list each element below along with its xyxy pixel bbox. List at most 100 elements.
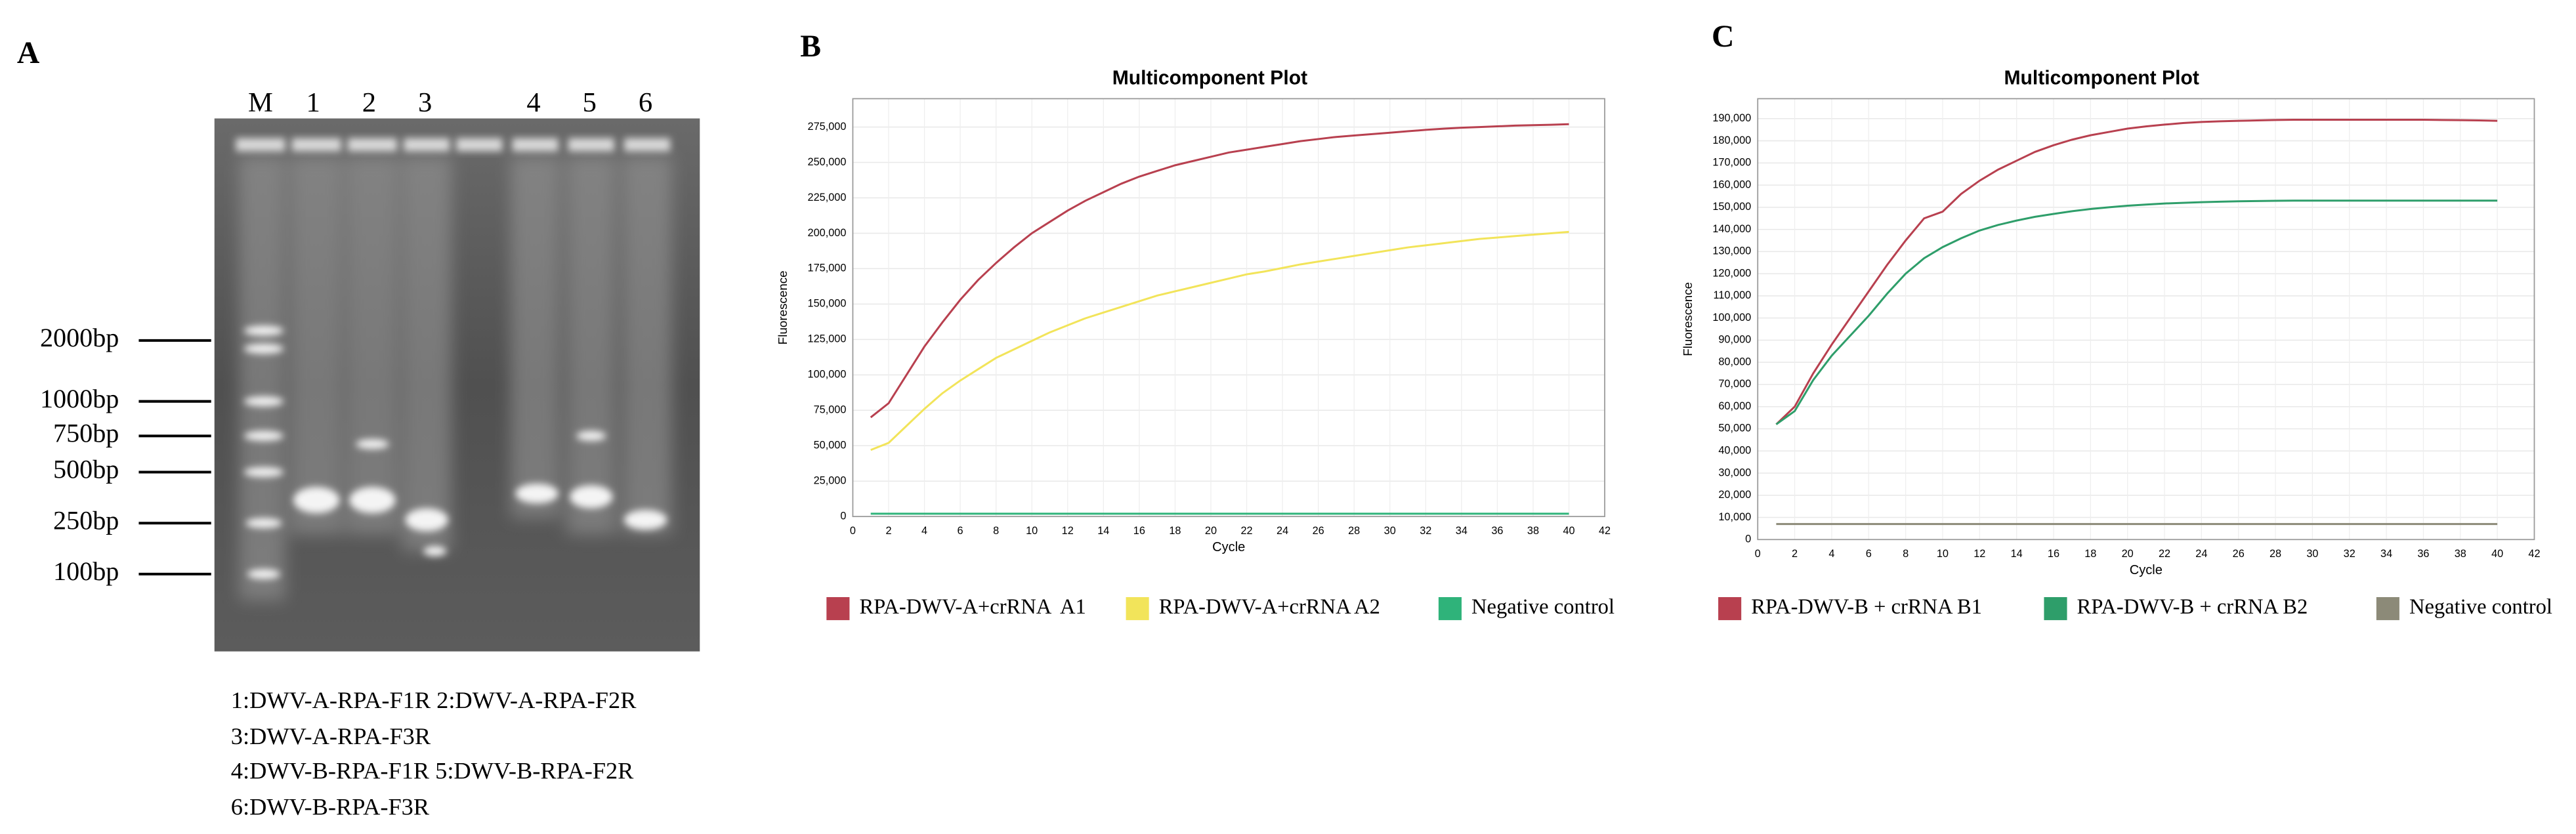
panel-label: B <box>800 30 821 64</box>
x-tick-label: 18 <box>1169 525 1181 537</box>
x-axis-label: Cycle <box>2130 563 2163 577</box>
gel-image <box>214 118 700 652</box>
x-tick-label: 20 <box>2122 548 2134 560</box>
y-tick-label: 150,000 <box>1712 201 1751 213</box>
x-tick-label: 8 <box>993 525 999 537</box>
x-tick-label: 32 <box>1420 525 1431 537</box>
ladder-label: 750bp <box>53 419 119 448</box>
x-tick-label: 42 <box>2528 548 2540 560</box>
plot-frame <box>852 98 1605 518</box>
y-tick-label: 170,000 <box>1712 157 1751 169</box>
series-line <box>870 123 1569 419</box>
x-tick-label: 14 <box>2011 548 2023 560</box>
x-tick-label: 34 <box>2380 548 2392 560</box>
x-tick-label: 20 <box>1205 525 1217 537</box>
x-tick-label: 6 <box>1866 548 1872 560</box>
y-tick-label: 180,000 <box>1712 135 1751 146</box>
ladder-label: 250bp <box>53 505 119 535</box>
y-tick-label: 100,000 <box>1712 312 1751 323</box>
x-tick-label: 4 <box>921 525 927 537</box>
y-tick-label: 20,000 <box>1718 489 1751 501</box>
x-tick-label: 36 <box>1491 525 1503 537</box>
y-tick-label: 150,000 <box>808 298 847 310</box>
x-tick-label: 34 <box>1456 525 1467 537</box>
y-tick-label: 0 <box>840 510 846 522</box>
lane-label: 4 <box>526 87 540 118</box>
y-tick-label: 70,000 <box>1718 378 1751 390</box>
x-tick-label: 40 <box>2491 548 2503 560</box>
y-tick-label: 250,000 <box>808 156 847 168</box>
ladder-label: 100bp <box>53 556 119 586</box>
legend-label: RPA-DWV-A+crRNA A2 <box>1159 595 1380 619</box>
chart-title: Multicomponent Plot <box>2004 67 2199 89</box>
legend-swatch <box>1438 597 1462 621</box>
legend-label: Negative control <box>1471 595 1615 619</box>
lane-label: 6 <box>639 87 652 118</box>
y-tick-label: 225,000 <box>808 192 847 203</box>
ladder-label: 1000bp <box>40 384 119 413</box>
x-tick-label: 24 <box>1277 525 1288 537</box>
lane-label: 2 <box>362 87 376 118</box>
y-tick-label: 125,000 <box>808 333 847 345</box>
legend-label: RPA-DWV-A+crRNA A1 <box>859 595 1086 619</box>
x-tick-label: 38 <box>2455 548 2466 560</box>
legend-label: Negative control <box>2409 595 2552 619</box>
x-tick-label: 38 <box>1527 525 1539 537</box>
x-tick-label: 12 <box>1062 525 1074 537</box>
y-tick-label: 75,000 <box>814 404 847 416</box>
gel-legend: 3:DWV-A-RPA-F3R <box>231 723 431 749</box>
y-tick-label: 50,000 <box>814 440 847 451</box>
y-tick-label: 200,000 <box>808 227 847 239</box>
plot-frame <box>1757 98 2535 541</box>
legend-label: RPA-DWV-B + crRNA B2 <box>2077 595 2308 619</box>
x-tick-label: 0 <box>850 525 856 537</box>
x-tick-label: 12 <box>1974 548 1985 560</box>
x-tick-label: 16 <box>2048 548 2059 560</box>
x-tick-label: 22 <box>2159 548 2170 560</box>
lane-label: 1 <box>306 87 320 118</box>
y-axis-label: Fluorescence <box>1681 282 1695 356</box>
y-tick-label: 160,000 <box>1712 178 1751 190</box>
y-tick-label: 140,000 <box>1712 223 1751 235</box>
gel-legend: 1:DWV-A-RPA-F1R 2:DWV-A-RPA-F2R <box>231 687 637 713</box>
y-tick-label: 275,000 <box>808 121 847 133</box>
x-tick-label: 22 <box>1240 525 1252 537</box>
x-tick-label: 26 <box>2233 548 2245 560</box>
lane-label: M <box>248 87 273 118</box>
y-tick-label: 40,000 <box>1718 445 1751 457</box>
x-tick-label: 16 <box>1133 525 1145 537</box>
ladder-label: 2000bp <box>40 323 119 352</box>
x-tick-label: 30 <box>1384 525 1396 537</box>
x-tick-label: 42 <box>1599 525 1611 537</box>
legend-swatch <box>2044 597 2067 621</box>
x-tick-label: 32 <box>2344 548 2355 560</box>
lane-label: 5 <box>583 87 597 118</box>
series-line <box>870 230 1569 451</box>
x-tick-label: 24 <box>2195 548 2207 560</box>
legend-label: RPA-DWV-B + crRNA B1 <box>1751 595 1982 619</box>
legend-swatch <box>1126 597 1149 621</box>
legend-swatch <box>826 597 850 621</box>
x-tick-label: 2 <box>1792 548 1798 560</box>
panel-label: A <box>17 36 40 70</box>
y-tick-label: 175,000 <box>808 262 847 274</box>
series-line <box>1775 199 2498 425</box>
x-tick-label: 6 <box>958 525 963 537</box>
x-tick-label: 2 <box>885 525 891 537</box>
y-tick-label: 50,000 <box>1718 423 1751 434</box>
y-tick-label: 30,000 <box>1718 467 1751 478</box>
y-tick-label: 80,000 <box>1718 356 1751 367</box>
y-tick-label: 25,000 <box>814 475 847 487</box>
x-tick-label: 10 <box>1026 525 1038 537</box>
x-tick-label: 28 <box>1348 525 1360 537</box>
chart-title: Multicomponent Plot <box>1112 67 1307 89</box>
x-tick-label: 36 <box>2417 548 2429 560</box>
panel-label: C <box>1712 20 1734 54</box>
x-tick-label: 14 <box>1097 525 1109 537</box>
y-tick-label: 110,000 <box>1714 289 1752 301</box>
x-tick-label: 4 <box>1828 548 1834 560</box>
gel-legend: 4:DWV-B-RPA-F1R 5:DWV-B-RPA-F2R <box>231 758 634 784</box>
x-tick-label: 0 <box>1755 548 1761 560</box>
gel-legend: 6:DWV-B-RPA-F3R <box>231 794 430 820</box>
